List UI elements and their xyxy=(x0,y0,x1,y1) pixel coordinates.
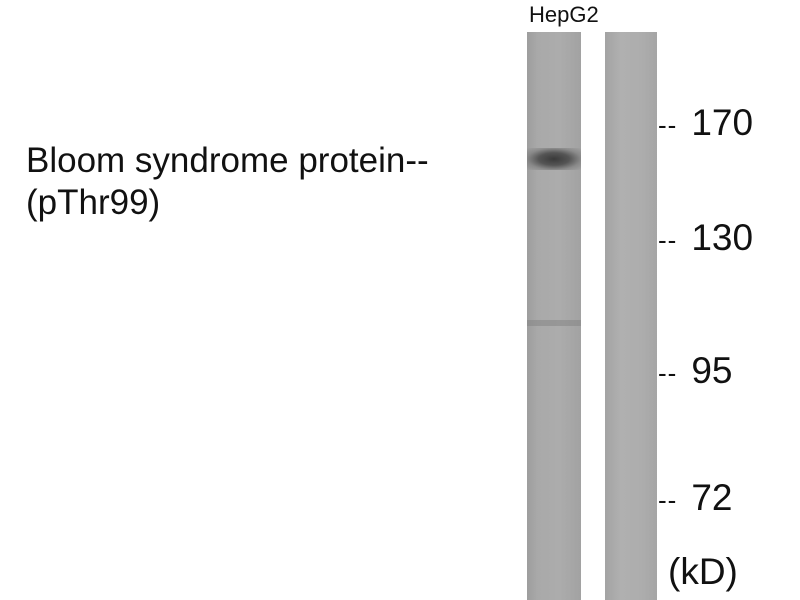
marker-72: -- 72 xyxy=(658,477,733,518)
protein-band xyxy=(527,148,581,170)
unit-label: (kD) xyxy=(668,551,738,592)
blot-lane-hepg2 xyxy=(527,32,581,600)
marker-130: -- 130 xyxy=(658,217,754,258)
blot-lane-control xyxy=(605,32,657,600)
target-protein-label: Bloom syndrome protein-- (pThr99) xyxy=(26,140,429,224)
protein-modification: (pThr99) xyxy=(26,183,161,222)
protein-name: Bloom syndrome protein-- xyxy=(26,141,429,180)
marker-170: -- 170 xyxy=(658,102,754,143)
faint-band xyxy=(527,320,581,326)
marker-95: -- 95 xyxy=(658,350,733,391)
lane-label-hepg2: HepG2 xyxy=(529,2,599,27)
